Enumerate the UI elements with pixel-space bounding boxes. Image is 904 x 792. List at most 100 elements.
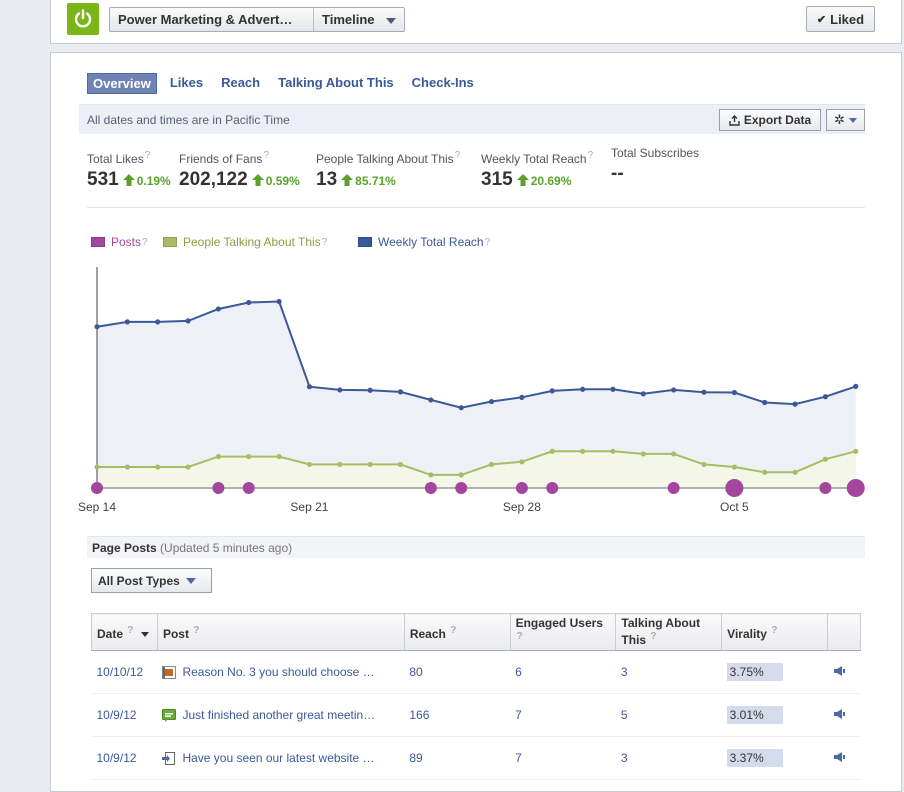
timezone-bar: All dates and times are in Pacific Time … [79, 104, 865, 134]
tab-talking-about-this[interactable]: Talking About This [278, 75, 394, 90]
reach-point [124, 319, 130, 325]
post-cell[interactable]: Just finished another great meetin… [157, 693, 405, 737]
insights-tabs: Overview Likes Reach Talking About This … [87, 73, 487, 94]
section-dropdown[interactable]: Timeline [314, 8, 404, 31]
table-row[interactable]: 10/9/12 Have you seen our latest website… [91, 736, 861, 780]
promote-cell[interactable] [827, 693, 861, 737]
post-talking-about[interactable]: 3 [615, 736, 722, 780]
post-reach[interactable]: 80 [404, 650, 511, 694]
reach-point [155, 319, 161, 325]
x-tick-label: Sep 21 [290, 500, 328, 514]
help-icon[interactable]: ? [484, 236, 491, 248]
gear-icon: ✲ [834, 112, 845, 127]
talking-point [822, 456, 829, 462]
talking-point [276, 453, 282, 460]
tab-overview[interactable]: Overview [87, 73, 157, 94]
legend-swatch [358, 237, 372, 247]
column-header-virality[interactable]: Virality ? [721, 613, 828, 651]
reach-point [276, 298, 282, 305]
promote-cell[interactable] [827, 736, 861, 780]
page-name[interactable]: Power Marketing & Advert… [110, 8, 314, 31]
post-marker [455, 482, 468, 494]
tab-likes[interactable]: Likes [169, 75, 204, 90]
post-engaged-users[interactable]: 6 [510, 650, 616, 694]
post-cell[interactable]: Reason No. 3 you should choose … [157, 650, 405, 694]
post-marker [725, 479, 744, 497]
column-header-reach[interactable]: Reach ? [403, 613, 511, 651]
post-engaged-users[interactable]: 7 [510, 693, 616, 737]
post-reach[interactable]: 89 [404, 736, 511, 780]
legend-weekly-reach[interactable]: Weekly Total Reach? [358, 235, 490, 249]
column-header-talking-about-this[interactable]: Talking About This ? [615, 613, 723, 651]
legend-people-talking[interactable]: People Talking About This? [163, 235, 327, 249]
tab-check-ins[interactable]: Check-Ins [411, 75, 474, 90]
legend-swatch [91, 237, 105, 247]
post-text[interactable]: Have you seen our latest website … [182, 751, 375, 766]
reach-point [853, 383, 859, 389]
reach-point [580, 386, 586, 392]
reach-point [185, 318, 191, 324]
help-icon[interactable]: ? [587, 150, 594, 161]
post-text[interactable]: Reason No. 3 you should choose … [182, 665, 375, 680]
help-icon[interactable]: ? [263, 150, 269, 161]
stat-label: Total Subscribes [611, 146, 700, 160]
x-tick-label: Sep 14 [78, 500, 116, 514]
post-talking-about[interactable]: 3 [615, 650, 722, 694]
export-icon [729, 114, 740, 126]
post-date[interactable]: 10/9/12 [91, 736, 158, 780]
promote-cell[interactable] [827, 650, 861, 694]
photo-icon [162, 665, 177, 679]
stat-value: 315 [481, 169, 513, 190]
talking-area [97, 451, 856, 488]
section-label: Timeline [322, 12, 375, 27]
column-header-engaged-users[interactable]: Engaged Users ? [509, 613, 617, 651]
megaphone-icon[interactable] [833, 709, 845, 719]
up-arrow-icon [341, 174, 354, 186]
talking-point [458, 472, 464, 478]
talking-point [580, 448, 586, 454]
timezone-note: All dates and times are in Pacific Time [87, 113, 290, 127]
settings-dropdown[interactable]: ✲ [826, 109, 865, 131]
post-text[interactable]: Just finished another great meetin… [182, 708, 376, 723]
post-cell[interactable]: Have you seen our latest website … [157, 736, 405, 780]
post-date[interactable]: 10/10/12 [91, 650, 158, 694]
help-icon[interactable]: ? [144, 150, 151, 161]
post-engaged-users[interactable]: 7 [510, 736, 616, 780]
talking-point [610, 448, 616, 454]
liked-button[interactable]: ✔ Liked [806, 6, 875, 32]
legend-swatch [163, 237, 177, 247]
table-row[interactable]: 10/10/12 Reason No. 3 you should choose … [91, 650, 861, 694]
legend-label: Weekly Total Reach [378, 235, 484, 249]
post-talking-about[interactable]: 5 [615, 693, 722, 737]
help-icon[interactable]: ? [142, 236, 148, 248]
post-date[interactable]: 10/9/12 [91, 693, 158, 737]
tab-reach[interactable]: Reach [221, 75, 261, 90]
column-header-date[interactable]: Date ? [91, 613, 158, 651]
post-type-label: All Post Types [98, 573, 180, 588]
page-posts-title: Page Posts [92, 541, 157, 555]
post-type-filter[interactable]: All Post Types [91, 568, 212, 593]
megaphone-icon[interactable] [833, 752, 845, 762]
help-icon[interactable]: ? [454, 150, 461, 161]
legend-posts[interactable]: Posts? [91, 235, 148, 249]
talking-point [853, 448, 859, 454]
help-icon[interactable]: ? [321, 236, 328, 248]
table-row[interactable]: 10/9/12 Just finished another great meet… [91, 693, 861, 737]
power-icon[interactable] [67, 3, 99, 35]
stat-label: Weekly Total Reach [481, 152, 587, 166]
post-marker [546, 482, 559, 494]
reach-point [519, 394, 525, 400]
stat-change: 20.69% [530, 174, 572, 188]
reach-point [397, 389, 404, 395]
post-reach[interactable]: 166 [404, 693, 511, 737]
talking-point [215, 453, 221, 460]
page-selector[interactable]: Power Marketing & Advert… Timeline [109, 7, 406, 32]
megaphone-icon[interactable] [833, 666, 845, 676]
export-data-button[interactable]: Export Data [719, 109, 821, 131]
column-header-post[interactable]: Post ? [156, 613, 405, 651]
page-posts-updated: (Updated 5 minutes ago) [160, 541, 293, 555]
sort-icon[interactable] [141, 631, 150, 637]
talking-point [792, 469, 798, 475]
stat-label: Friends of Fans [179, 152, 263, 166]
column-header-promote [827, 613, 861, 651]
